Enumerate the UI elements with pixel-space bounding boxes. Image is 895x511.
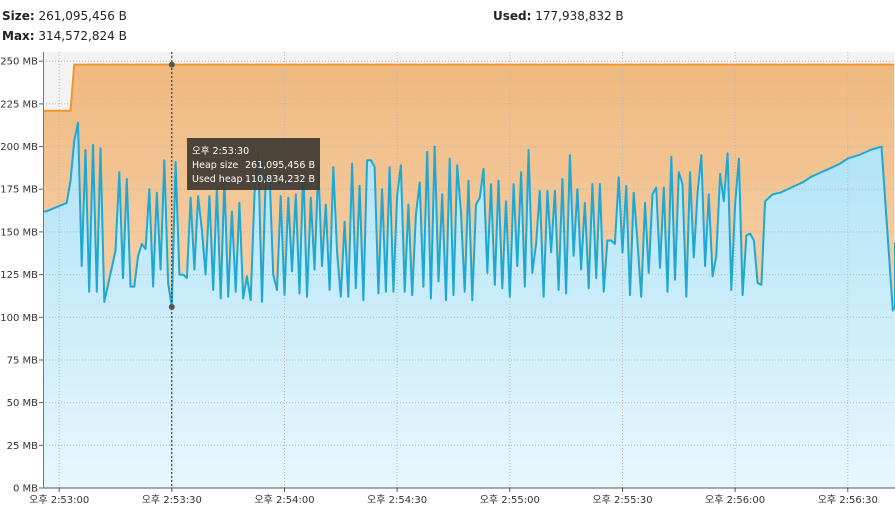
size-stat: Size: 261,095,456 B (2, 9, 127, 24)
gridlines (43, 52, 895, 488)
tooltip-background (187, 138, 320, 190)
y-tick-label: 175 MB (0, 185, 38, 196)
size-value: 261,095,456 B (38, 9, 127, 23)
tooltip-heap-label: Heap size (192, 160, 238, 171)
x-tick-label: 오후 2:54:00 (254, 494, 314, 506)
cursor-used-marker (168, 304, 175, 310)
y-tick-label: 250 MB (0, 57, 38, 68)
cursor-heap-marker (168, 61, 175, 68)
x-tick-label: 오후 2:53:30 (142, 494, 202, 506)
y-tick-label: 225 MB (0, 99, 38, 110)
y-tick-label: 0 MB (13, 484, 38, 495)
y-tick-label: 100 MB (0, 313, 38, 324)
y-tick-label: 200 MB (0, 142, 38, 153)
max-stat: Max: 314,572,824 B (2, 29, 127, 44)
used-value: 177,938,832 B (535, 9, 624, 23)
x-axis-ticks: 오후 2:53:00 오후 2:53:30 오후 2:54:00 오후 2:54:30… (29, 488, 878, 506)
x-tick-label: 오후 2:55:00 (480, 494, 540, 506)
max-value: 314,572,824 B (38, 29, 127, 43)
tooltip-time: 오후 2:53:30 (192, 146, 249, 157)
tooltip-used-value: 110,834,232 B (245, 174, 315, 185)
y-axis-ticks: 0 MB 25 MB 50 MB 75 MB 100 MB 125 MB 150 MB 175… (0, 57, 43, 495)
used-heap-line (43, 121, 895, 312)
x-tick-label: 오후 2:56:00 (705, 494, 765, 506)
y-tick-label: 50 MB (7, 398, 39, 409)
x-tick-label: 오후 2:54:30 (367, 494, 427, 506)
y-tick-label: 75 MB (7, 356, 39, 367)
tooltip-used-label: Used heap (192, 174, 243, 185)
max-label: Max: (2, 29, 35, 43)
y-tick-label: 25 MB (7, 441, 39, 452)
x-tick-label: 오후 2:55:30 (592, 494, 652, 506)
tooltip: 오후 2:53:30 Heap size 261,095,456 B Used … (187, 138, 320, 190)
used-stat: Used: 177,938,832 B (493, 9, 624, 24)
size-label: Size: (2, 9, 35, 23)
used-heap-area (43, 122, 895, 488)
heap-size-line (43, 63, 895, 112)
x-tick-label: 오후 2:56:30 (818, 494, 878, 506)
x-tick-label: 오후 2:53:00 (29, 494, 89, 506)
used-label: Used: (493, 9, 532, 23)
y-tick-label: 150 MB (0, 227, 38, 238)
tooltip-heap-value: 261,095,456 B (245, 160, 315, 171)
y-tick-label: 125 MB (0, 270, 38, 281)
